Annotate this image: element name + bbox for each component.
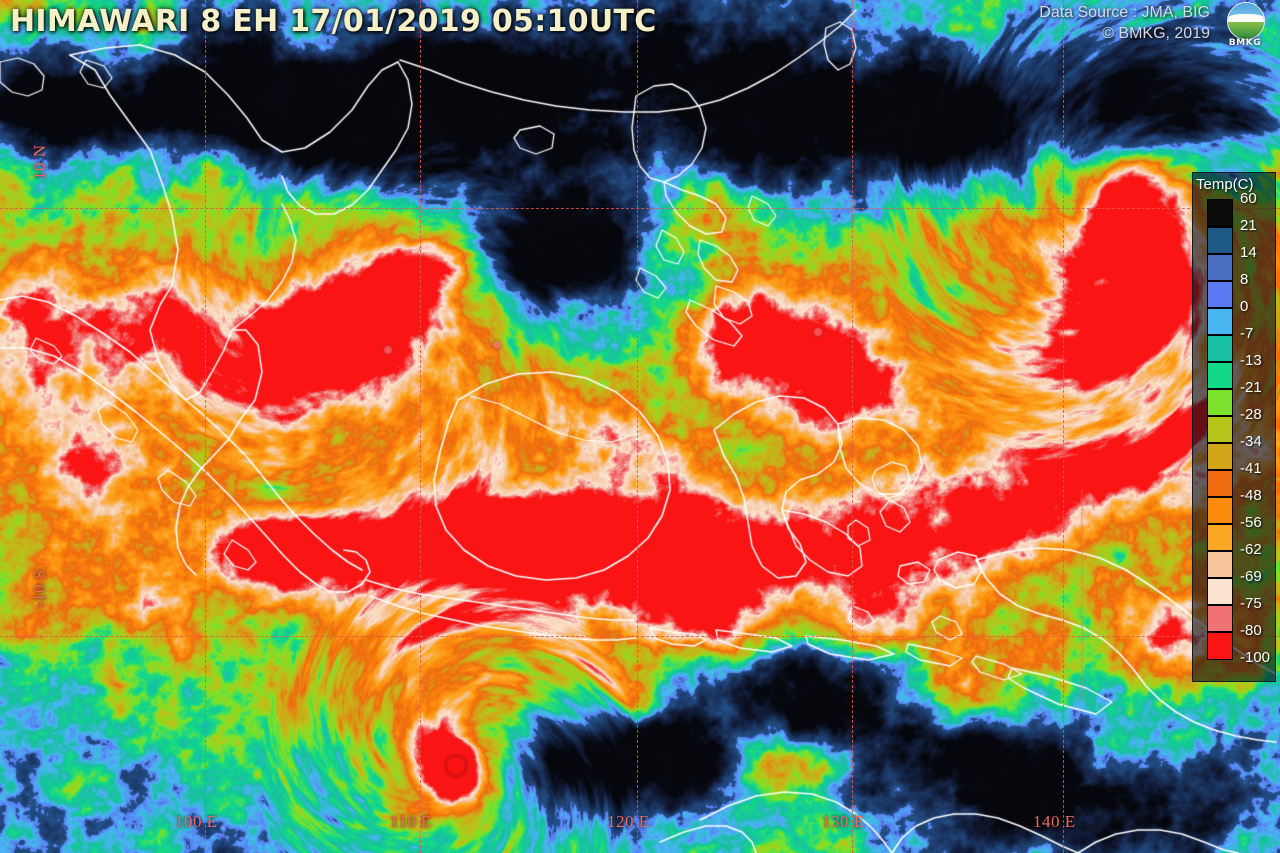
colorbar-tick bbox=[1208, 442, 1232, 444]
colorbar-label-8: 8 bbox=[1240, 271, 1249, 288]
logo-disc bbox=[1227, 2, 1265, 40]
longitude-label-140E: 140 E bbox=[1033, 812, 1076, 831]
colorbar-tick bbox=[1208, 307, 1232, 309]
colorbar-band--56 bbox=[1208, 524, 1232, 551]
legend-title: Temp(C) bbox=[1196, 176, 1254, 193]
latitude-label-10S: -10 S bbox=[30, 569, 49, 608]
latitude-label-10N: 10 N bbox=[30, 144, 49, 180]
longitude-label-120E: 120 E bbox=[607, 812, 650, 831]
colorbar-label--80: -80 bbox=[1240, 622, 1262, 639]
colorbar-tick bbox=[1208, 361, 1232, 363]
colorbar-label--100: -100 bbox=[1240, 649, 1271, 666]
data-source-credit: Data Source : JMA, BIG © BMKG, 2019 bbox=[1039, 2, 1210, 44]
colorbar-tick bbox=[1208, 631, 1232, 633]
colorbar-tick bbox=[1208, 523, 1232, 525]
colorbar-label--34: -34 bbox=[1240, 433, 1262, 450]
colorbar-band--7 bbox=[1208, 335, 1232, 362]
colorbar-tick bbox=[1208, 415, 1232, 417]
logo-land bbox=[1228, 22, 1264, 39]
colorbar-label--56: -56 bbox=[1240, 514, 1262, 531]
temperature-colorbar bbox=[1207, 199, 1233, 660]
colorbar-band-14 bbox=[1208, 254, 1232, 281]
colorbar-label--75: -75 bbox=[1240, 595, 1262, 612]
colorbar-tick bbox=[1208, 226, 1232, 228]
colorbar-tick bbox=[1208, 280, 1232, 282]
colorbar-tick bbox=[1208, 550, 1232, 552]
colorbar-band--62 bbox=[1208, 551, 1232, 578]
colorbar-band-21 bbox=[1208, 227, 1232, 254]
colorbar-band--13 bbox=[1208, 362, 1232, 389]
data-source-line: Data Source : JMA, BIG bbox=[1039, 4, 1210, 21]
longitude-label-100E: 100 E bbox=[175, 812, 218, 831]
colorbar-label--7: -7 bbox=[1240, 325, 1254, 342]
colorbar-band--21 bbox=[1208, 389, 1232, 416]
logo-label: BMKG bbox=[1228, 38, 1262, 48]
colorbar-label--69: -69 bbox=[1240, 568, 1262, 585]
colorbar-tick bbox=[1208, 253, 1232, 255]
colorbar-label--21: -21 bbox=[1240, 379, 1262, 396]
colorbar-label--62: -62 bbox=[1240, 541, 1262, 558]
colorbar-label--28: -28 bbox=[1240, 406, 1262, 423]
colorbar-label-0: 0 bbox=[1240, 298, 1249, 315]
colorbar-tick bbox=[1208, 469, 1232, 471]
colorbar-label--13: -13 bbox=[1240, 352, 1262, 369]
page-title: HIMAWARI 8 EH 17/01/2019 05:10UTC bbox=[10, 4, 657, 39]
colorbar-tick bbox=[1208, 334, 1232, 336]
colorbar-tick bbox=[1208, 577, 1232, 579]
colorbar-band--48 bbox=[1208, 497, 1232, 524]
colorbar-band-60 bbox=[1208, 200, 1232, 227]
colorbar-label-14: 14 bbox=[1240, 244, 1257, 261]
colorbar-band--69 bbox=[1208, 578, 1232, 605]
colorbar-label-60: 60 bbox=[1240, 190, 1257, 207]
logo-wave bbox=[1228, 13, 1264, 25]
longitude-label-110E: 110 E bbox=[390, 812, 433, 831]
colorbar-label--41: -41 bbox=[1240, 460, 1262, 477]
colorbar-tick bbox=[1208, 604, 1232, 606]
colorbar-band--80 bbox=[1208, 632, 1232, 659]
colorbar-tick bbox=[1208, 388, 1232, 390]
bmkg-logo: BMKG bbox=[1216, 2, 1274, 48]
longitude-label-130E: 130 E bbox=[822, 812, 865, 831]
copyright-line: © BMKG, 2019 bbox=[1102, 25, 1210, 42]
colorbar-band--41 bbox=[1208, 470, 1232, 497]
colorbar-label--48: -48 bbox=[1240, 487, 1262, 504]
colorbar-band--28 bbox=[1208, 416, 1232, 443]
colorbar-tick bbox=[1208, 496, 1232, 498]
colorbar-band--75 bbox=[1208, 605, 1232, 632]
colorbar-band--34 bbox=[1208, 443, 1232, 470]
colorbar-label-21: 21 bbox=[1240, 217, 1257, 234]
colorbar-band-8 bbox=[1208, 281, 1232, 308]
temperature-legend-panel bbox=[1192, 172, 1276, 682]
colorbar-band-0 bbox=[1208, 308, 1232, 335]
